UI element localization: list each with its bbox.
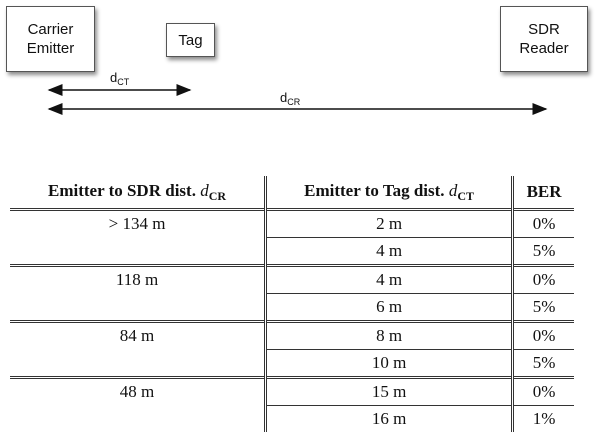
carrier-emitter-box: Carrier Emitter	[6, 6, 95, 72]
carrier-label-line1: Carrier	[27, 21, 74, 38]
cell-sdr-distance: 118 m	[10, 264, 266, 294]
cell-sdr-distance: > 134 m	[10, 208, 266, 238]
cell-ber: 1%	[511, 405, 574, 432]
table-row: 6 m 5%	[10, 293, 574, 322]
sdr-label-line1: SDR	[528, 21, 560, 38]
cell-ber: 5%	[511, 237, 574, 266]
cell-ber: 0%	[511, 376, 574, 406]
sdr-reader-box: SDR Reader	[500, 6, 588, 72]
table-row: 10 m 5%	[10, 349, 574, 378]
results-table: Emitter to SDR dist. dCR Emitter to Tag …	[10, 176, 574, 432]
dcr-label: dCR	[280, 90, 301, 107]
table-row: 48 m 15 m 0%	[10, 376, 574, 406]
table-row: > 134 m 2 m 0%	[10, 208, 574, 238]
cell-tag-distance: 10 m	[264, 349, 513, 378]
cell-sdr-distance-empty	[10, 294, 266, 322]
table-row: 118 m 4 m 0%	[10, 264, 574, 294]
sdr-label-line2: Reader	[519, 40, 569, 57]
cell-tag-distance: 16 m	[264, 405, 513, 432]
table-row: 4 m 5%	[10, 237, 574, 266]
tag-label: Tag	[178, 31, 203, 49]
cell-sdr-distance-empty	[10, 350, 266, 378]
table-row: 84 m 8 m 0%	[10, 320, 574, 350]
cell-tag-distance: 2 m	[264, 208, 513, 238]
header-sdr-distance: Emitter to SDR dist. dCR	[10, 176, 266, 210]
cell-tag-distance: 4 m	[264, 264, 513, 294]
cell-ber: 0%	[511, 264, 574, 294]
cell-ber: 5%	[511, 293, 574, 322]
cell-ber: 5%	[511, 349, 574, 378]
distance-arrows	[47, 84, 548, 115]
cell-tag-distance: 6 m	[264, 293, 513, 322]
carrier-label-line2: Emitter	[26, 40, 75, 57]
tag-box: Tag	[166, 23, 215, 57]
cell-sdr-distance: 84 m	[10, 320, 266, 350]
cell-tag-distance: 8 m	[264, 320, 513, 350]
cell-ber: 0%	[511, 320, 574, 350]
cell-sdr-distance-empty	[10, 406, 266, 433]
cell-sdr-distance: 48 m	[10, 376, 266, 406]
cell-sdr-distance-empty	[10, 238, 266, 266]
cell-tag-distance: 15 m	[264, 376, 513, 406]
cell-ber: 0%	[511, 208, 574, 238]
cell-tag-distance: 4 m	[264, 237, 513, 266]
header-ber: BER	[511, 176, 574, 210]
header-tag-distance: Emitter to Tag dist. dCT	[264, 176, 513, 210]
table-row: 16 m 1%	[10, 405, 574, 433]
table-header-row: Emitter to SDR dist. dCR Emitter to Tag …	[10, 176, 574, 210]
dct-label: dCT	[110, 70, 130, 87]
